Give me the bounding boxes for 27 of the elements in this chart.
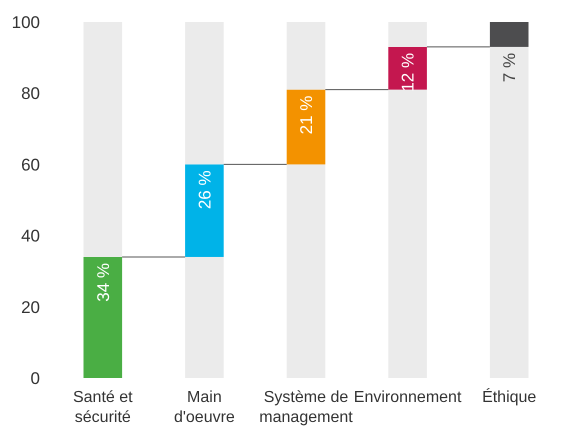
- y-tick-label: 40: [21, 226, 40, 246]
- x-tick-label: Santé et sécurité: [72, 389, 134, 426]
- y-tick-label: 20: [21, 298, 40, 317]
- x-tick-label: Main d'oeuvre: [174, 389, 235, 426]
- bar: [286, 90, 326, 164]
- y-tick-label: 0: [30, 369, 40, 388]
- bar: [388, 90, 427, 378]
- x-tick-label: Environnement: [354, 389, 462, 406]
- y-tick-label: 80: [21, 84, 40, 104]
- bar: [490, 46, 529, 378]
- bar: [185, 256, 224, 378]
- data-label: 7 %: [500, 52, 520, 82]
- bar: [83, 256, 122, 378]
- data-label: 21 %: [297, 96, 316, 134]
- bar: [185, 164, 224, 257]
- x-tick-label: Système de management: [259, 389, 354, 426]
- bar: [286, 22, 326, 90]
- y-tick-label: 100: [12, 13, 40, 32]
- x-tick-label: Éthique: [482, 388, 536, 406]
- bar: [388, 22, 427, 47]
- bar: [83, 22, 122, 257]
- bar: [286, 164, 326, 378]
- y-tick-label: 60: [21, 155, 40, 174]
- bar: [185, 22, 224, 164]
- data-label: 34 %: [94, 262, 113, 302]
- data-label: 26 %: [195, 170, 214, 210]
- data-label: 12 %: [398, 52, 418, 92]
